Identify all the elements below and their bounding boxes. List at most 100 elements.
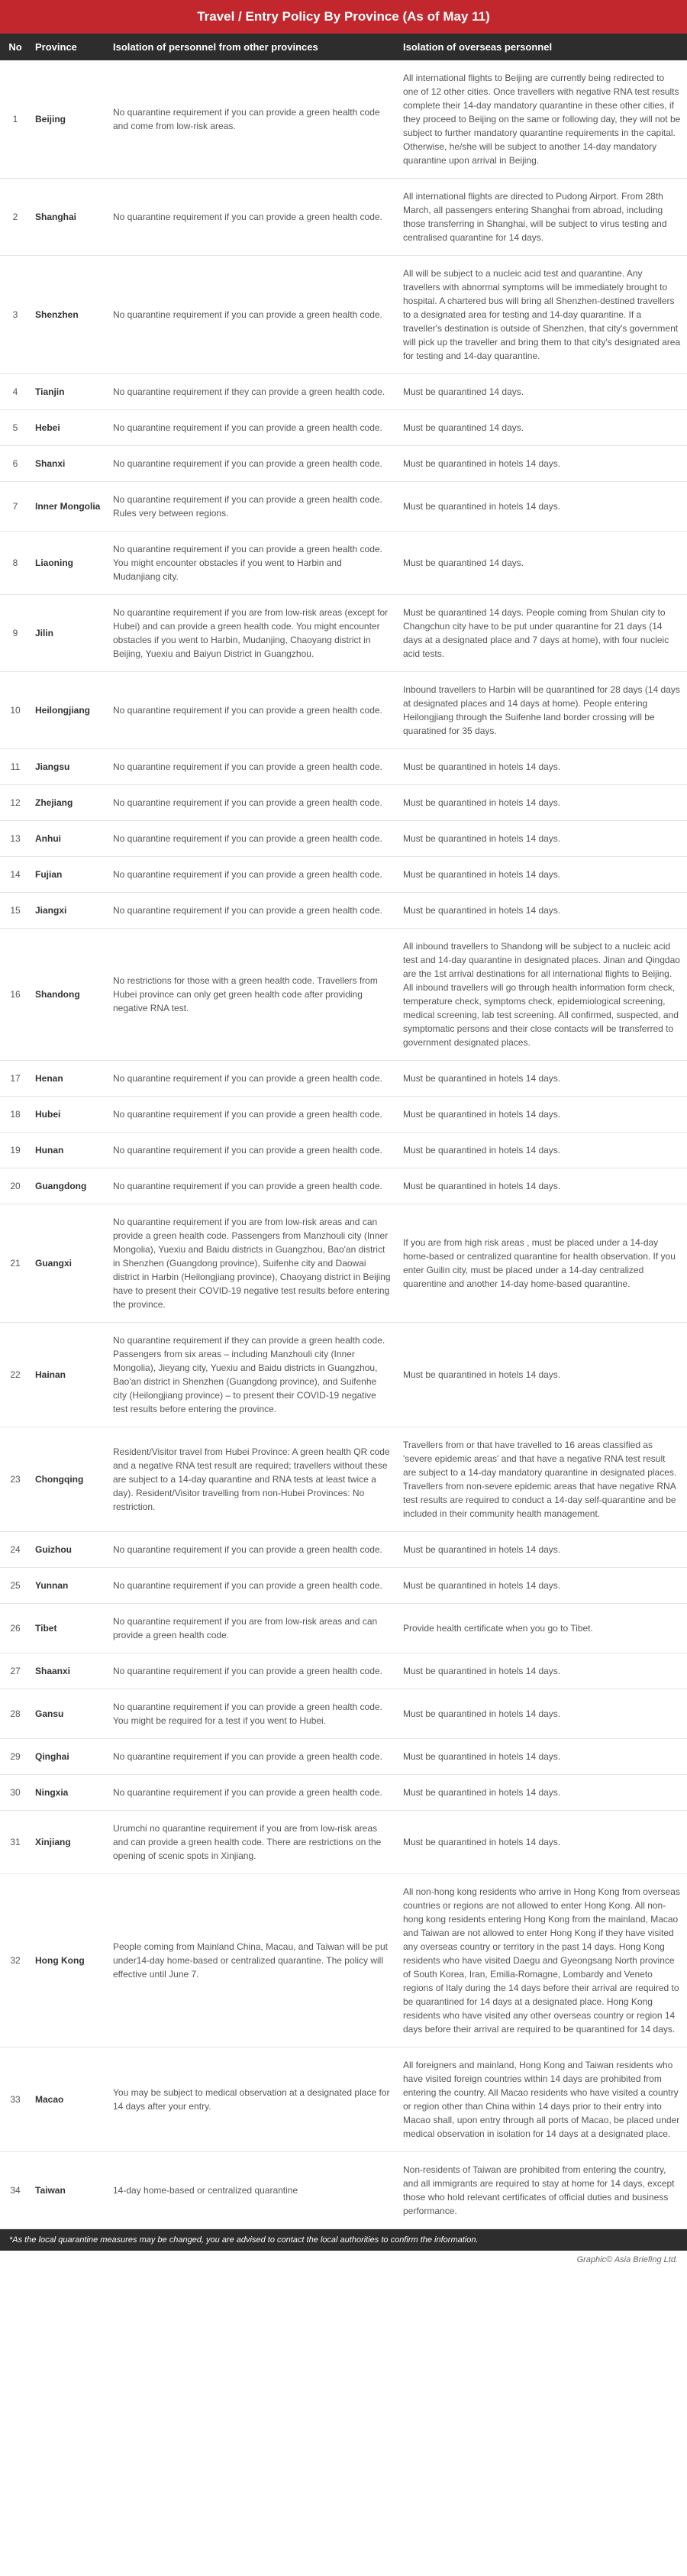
header-isolation-overseas: Isolation of overseas personnel	[397, 34, 687, 60]
cell-no: 10	[0, 672, 31, 748]
table-body: 1BeijingNo quarantine requirement if you…	[0, 60, 687, 2229]
cell-isolation-other: No quarantine requirement if you can pro…	[107, 410, 397, 445]
cell-isolation-other: No quarantine requirement if you can pro…	[107, 256, 397, 373]
cell-isolation-other: No quarantine requirement if you can pro…	[107, 672, 397, 748]
table-row: 6ShanxiNo quarantine requirement if you …	[0, 446, 687, 482]
cell-isolation-other: No quarantine requirement if you can pro…	[107, 1739, 397, 1774]
cell-no: 33	[0, 2048, 31, 2151]
cell-no: 13	[0, 821, 31, 856]
cell-isolation-other: No quarantine requirement if you can pro…	[107, 1097, 397, 1132]
cell-province: Tibet	[31, 1604, 107, 1653]
cell-isolation-overseas: Must be quarantined in hotels 14 days.	[397, 1689, 687, 1738]
cell-province: Shanghai	[31, 179, 107, 255]
table-row: 21GuangxiNo quarantine requirement if yo…	[0, 1204, 687, 1323]
cell-isolation-overseas: Must be quarantined in hotels 14 days.	[397, 446, 687, 481]
cell-no: 14	[0, 857, 31, 892]
table-row: 2ShanghaiNo quarantine requirement if yo…	[0, 179, 687, 256]
cell-isolation-other: People coming from Mainland China, Macau…	[107, 1874, 397, 2047]
cell-isolation-overseas: Must be quarantined in hotels 14 days.	[397, 1811, 687, 1873]
cell-isolation-other: No quarantine requirement if you can pro…	[107, 1775, 397, 1810]
cell-no: 8	[0, 532, 31, 594]
cell-no: 3	[0, 256, 31, 373]
cell-no: 16	[0, 929, 31, 1060]
cell-no: 22	[0, 1323, 31, 1427]
cell-province: Yunnan	[31, 1568, 107, 1603]
cell-isolation-other: No quarantine requirement if you can pro…	[107, 785, 397, 820]
table-row: 26TibetNo quarantine requirement if you …	[0, 1604, 687, 1653]
cell-isolation-overseas: All will be subject to a nucleic acid te…	[397, 256, 687, 373]
cell-isolation-overseas: Must be quarantined in hotels 14 days.	[397, 1653, 687, 1689]
cell-isolation-overseas: Must be quarantined in hotels 14 days.	[397, 1168, 687, 1204]
cell-isolation-overseas: Travellers from or that have travelled t…	[397, 1427, 687, 1531]
cell-isolation-overseas: All international flights are directed t…	[397, 179, 687, 255]
cell-no: 24	[0, 1532, 31, 1567]
cell-isolation-overseas: If you are from high risk areas , must b…	[397, 1204, 687, 1322]
cell-no: 12	[0, 785, 31, 820]
table-row: 34Taiwan14-day home-based or centralized…	[0, 2152, 687, 2229]
cell-no: 2	[0, 179, 31, 255]
cell-province: Jiangxi	[31, 893, 107, 928]
cell-isolation-other: No quarantine requirement if they can pr…	[107, 1323, 397, 1427]
table-row: 27ShaanxiNo quarantine requirement if yo…	[0, 1653, 687, 1689]
table-row: 8LiaoningNo quarantine requirement if yo…	[0, 532, 687, 595]
cell-isolation-other: No quarantine requirement if you can pro…	[107, 532, 397, 594]
cell-isolation-other: No restrictions for those with a green h…	[107, 929, 397, 1060]
header-isolation-other: Isolation of personnel from other provin…	[107, 34, 397, 60]
cell-isolation-other: You may be subject to medical observatio…	[107, 2048, 397, 2151]
table-row: 14FujianNo quarantine requirement if you…	[0, 857, 687, 893]
cell-province: Zhejiang	[31, 785, 107, 820]
cell-isolation-overseas: Non-residents of Taiwan are prohibited f…	[397, 2152, 687, 2229]
cell-isolation-other: No quarantine requirement if you are fro…	[107, 1604, 397, 1653]
cell-isolation-other: No quarantine requirement if you can pro…	[107, 821, 397, 856]
cell-province: Gansu	[31, 1689, 107, 1738]
cell-isolation-overseas: Must be quarantined in hotels 14 days.	[397, 1568, 687, 1603]
cell-isolation-overseas: Must be quarantined in hotels 14 days.	[397, 1133, 687, 1168]
cell-isolation-other: No quarantine requirement if you can pro…	[107, 1689, 397, 1738]
table-row: 15JiangxiNo quarantine requirement if yo…	[0, 893, 687, 929]
cell-province: Jiangsu	[31, 749, 107, 784]
cell-province: Guangxi	[31, 1204, 107, 1322]
table-row: 16ShandongNo restrictions for those with…	[0, 929, 687, 1061]
cell-province: Jilin	[31, 595, 107, 671]
cell-no: 20	[0, 1168, 31, 1204]
cell-province: Beijing	[31, 60, 107, 178]
cell-isolation-overseas: All non-hong kong residents who arrive i…	[397, 1874, 687, 2047]
table-row: 3ShenzhenNo quarantine requirement if yo…	[0, 256, 687, 374]
cell-isolation-overseas: Must be quarantined 14 days.	[397, 410, 687, 445]
table-row: 5HebeiNo quarantine requirement if you c…	[0, 410, 687, 446]
table-row: 9JilinNo quarantine requirement if you a…	[0, 595, 687, 672]
table-row: 33MacaoYou may be subject to medical obs…	[0, 2048, 687, 2152]
table-row: 18HubeiNo quarantine requirement if you …	[0, 1097, 687, 1133]
cell-isolation-overseas: Must be quarantined in hotels 14 days.	[397, 857, 687, 892]
table-row: 1BeijingNo quarantine requirement if you…	[0, 60, 687, 179]
table-row: 10HeilongjiangNo quarantine requirement …	[0, 672, 687, 749]
table-row: 32Hong KongPeople coming from Mainland C…	[0, 1874, 687, 2048]
cell-no: 6	[0, 446, 31, 481]
cell-no: 19	[0, 1133, 31, 1168]
table-row: 23ChongqingResident/Visitor travel from …	[0, 1427, 687, 1532]
cell-isolation-other: Resident/Visitor travel from Hubei Provi…	[107, 1427, 397, 1531]
cell-no: 9	[0, 595, 31, 671]
cell-isolation-other: No quarantine requirement if you can pro…	[107, 60, 397, 178]
cell-no: 15	[0, 893, 31, 928]
cell-isolation-other: No quarantine requirement if you can pro…	[107, 446, 397, 481]
cell-isolation-overseas: All international flights to Beijing are…	[397, 60, 687, 178]
table-row: 28GansuNo quarantine requirement if you …	[0, 1689, 687, 1739]
cell-isolation-other: No quarantine requirement if you can pro…	[107, 1168, 397, 1204]
table-row: 29QinghaiNo quarantine requirement if yo…	[0, 1739, 687, 1775]
cell-isolation-other: 14-day home-based or centralized quarant…	[107, 2152, 397, 2229]
cell-isolation-overseas: Must be quarantined in hotels 14 days.	[397, 1061, 687, 1096]
cell-province: Guangdong	[31, 1168, 107, 1204]
header-province: Province	[31, 34, 107, 60]
cell-no: 11	[0, 749, 31, 784]
cell-province: Taiwan	[31, 2152, 107, 2229]
cell-isolation-other: No quarantine requirement if you can pro…	[107, 893, 397, 928]
table-row: 4TianjinNo quarantine requirement if the…	[0, 374, 687, 410]
cell-isolation-other: No quarantine requirement if you can pro…	[107, 749, 397, 784]
cell-isolation-overseas: Must be quarantined in hotels 14 days.	[397, 482, 687, 531]
cell-no: 4	[0, 374, 31, 409]
cell-province: Hunan	[31, 1133, 107, 1168]
cell-no: 5	[0, 410, 31, 445]
cell-isolation-other: No quarantine requirement if you can pro…	[107, 1133, 397, 1168]
table-row: 13AnhuiNo quarantine requirement if you …	[0, 821, 687, 857]
